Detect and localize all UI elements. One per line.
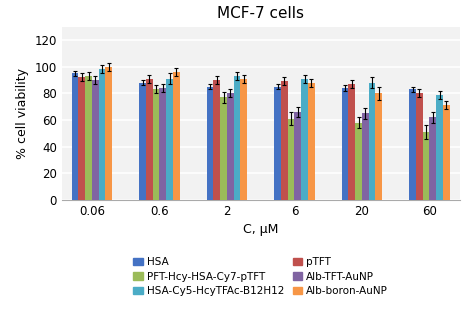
Bar: [139, 83, 146, 200]
Bar: [153, 89, 159, 200]
Bar: [436, 95, 443, 200]
Legend: HSA, PFT-Hcy-HSA-Cy7-pTFT, HSA-Cy5-HcyTFAc-B12H12, pTFT, Alb-TFT-AuNP, Alb-boron: HSA, PFT-Hcy-HSA-Cy7-pTFT, HSA-Cy5-HcyTF…: [133, 257, 388, 296]
Bar: [146, 79, 153, 200]
Bar: [443, 105, 450, 200]
Bar: [106, 67, 112, 200]
X-axis label: C, μM: C, μM: [243, 223, 278, 236]
Bar: [227, 93, 234, 200]
Bar: [207, 87, 213, 200]
Title: MCF-7 cells: MCF-7 cells: [217, 6, 304, 21]
Bar: [375, 93, 382, 200]
Bar: [240, 79, 247, 200]
Bar: [166, 79, 173, 200]
Bar: [99, 69, 106, 200]
Bar: [369, 83, 375, 200]
Bar: [409, 89, 416, 200]
Bar: [355, 123, 362, 200]
Bar: [308, 83, 315, 200]
Bar: [342, 88, 348, 200]
Bar: [348, 84, 355, 200]
Bar: [423, 132, 429, 200]
Y-axis label: % cell viability: % cell viability: [16, 68, 29, 159]
Bar: [301, 79, 308, 200]
Bar: [220, 97, 227, 200]
Bar: [281, 81, 288, 200]
Bar: [85, 76, 92, 200]
Bar: [294, 112, 301, 200]
Bar: [72, 73, 79, 200]
Bar: [429, 117, 436, 200]
Bar: [416, 93, 423, 200]
Bar: [362, 113, 369, 200]
Bar: [173, 72, 180, 200]
Bar: [213, 80, 220, 200]
Bar: [159, 88, 166, 200]
Bar: [288, 119, 294, 200]
Bar: [274, 87, 281, 200]
Bar: [92, 80, 99, 200]
Bar: [234, 76, 240, 200]
Bar: [79, 77, 85, 200]
